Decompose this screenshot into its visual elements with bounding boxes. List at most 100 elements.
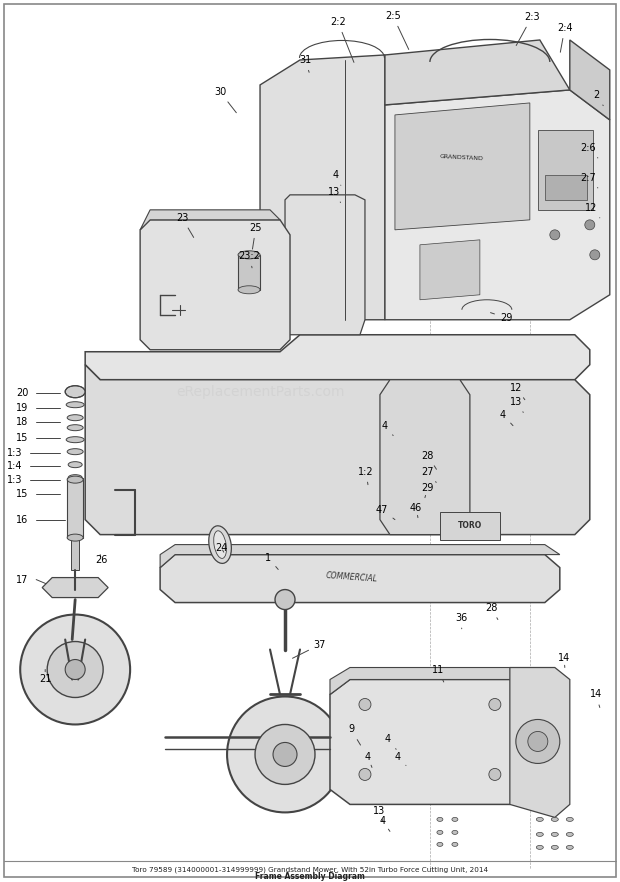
Polygon shape (330, 668, 530, 694)
Text: 1:4: 1:4 (7, 460, 22, 471)
Circle shape (255, 724, 315, 784)
Polygon shape (140, 220, 290, 350)
Text: 25: 25 (249, 223, 262, 249)
Ellipse shape (536, 818, 543, 821)
Text: 2:3: 2:3 (516, 12, 539, 46)
Text: 2:6: 2:6 (580, 143, 598, 158)
Text: 27: 27 (422, 467, 436, 482)
Polygon shape (140, 210, 280, 230)
Bar (67, 478, 83, 538)
Text: 15: 15 (16, 433, 28, 443)
Text: 1: 1 (265, 553, 278, 570)
Ellipse shape (238, 286, 260, 294)
Circle shape (585, 220, 595, 230)
Text: 14: 14 (558, 653, 570, 668)
Polygon shape (420, 240, 480, 300)
Bar (545, 175, 587, 200)
Text: Frame Assembly Diagram: Frame Assembly Diagram (255, 871, 365, 881)
Polygon shape (395, 103, 530, 230)
Ellipse shape (68, 475, 82, 481)
Circle shape (590, 250, 600, 260)
Text: 47: 47 (376, 505, 395, 519)
Circle shape (359, 768, 371, 781)
Text: GRANDSTAND: GRANDSTAND (440, 154, 484, 161)
Text: 23: 23 (176, 213, 193, 237)
Ellipse shape (209, 526, 231, 564)
Text: 46: 46 (410, 503, 422, 518)
Text: 12: 12 (510, 383, 525, 400)
Ellipse shape (551, 833, 559, 836)
Text: COMMERCIAL: COMMERCIAL (326, 572, 378, 584)
Ellipse shape (536, 833, 543, 836)
Text: 1:3: 1:3 (7, 475, 22, 484)
Text: 21: 21 (39, 669, 51, 684)
Text: 11: 11 (432, 664, 444, 682)
Polygon shape (85, 365, 590, 534)
Ellipse shape (536, 845, 543, 849)
Bar (71, 538, 79, 570)
Ellipse shape (566, 833, 574, 836)
Text: 37: 37 (293, 639, 326, 658)
Polygon shape (42, 578, 108, 598)
Circle shape (550, 230, 560, 240)
Text: 26: 26 (95, 555, 107, 564)
Ellipse shape (452, 818, 458, 821)
Polygon shape (330, 679, 530, 804)
Polygon shape (570, 40, 610, 120)
Ellipse shape (67, 415, 83, 421)
Ellipse shape (551, 818, 559, 821)
Text: 16: 16 (16, 514, 28, 525)
Ellipse shape (437, 830, 443, 834)
Text: 2:7: 2:7 (580, 173, 598, 188)
Text: 1:2: 1:2 (358, 467, 374, 484)
Text: TORO: TORO (458, 521, 482, 530)
Bar (538, 130, 593, 210)
Text: 2: 2 (593, 90, 603, 106)
Bar (238, 255, 260, 290)
Text: 13: 13 (373, 806, 385, 821)
Circle shape (528, 731, 548, 751)
Text: 12: 12 (585, 203, 600, 218)
Text: 14: 14 (590, 690, 602, 707)
Text: 30: 30 (214, 87, 236, 113)
Text: 1:3: 1:3 (7, 448, 22, 458)
Circle shape (516, 720, 560, 764)
Circle shape (20, 615, 130, 724)
Ellipse shape (66, 437, 84, 443)
Polygon shape (85, 335, 590, 380)
Circle shape (275, 589, 295, 609)
Text: 29: 29 (490, 312, 512, 323)
Text: 36: 36 (455, 612, 467, 629)
Circle shape (47, 641, 103, 698)
Ellipse shape (566, 845, 574, 849)
Ellipse shape (67, 534, 83, 541)
Ellipse shape (551, 845, 559, 849)
Circle shape (273, 743, 297, 766)
Text: 23:2: 23:2 (238, 250, 260, 268)
Text: eReplacementParts.com: eReplacementParts.com (176, 385, 344, 399)
Text: 2:2: 2:2 (330, 17, 354, 63)
Bar (440, 512, 500, 540)
Polygon shape (285, 195, 365, 335)
Circle shape (359, 699, 371, 711)
Polygon shape (260, 55, 385, 320)
Circle shape (227, 697, 343, 812)
Text: 2:4: 2:4 (557, 23, 573, 52)
Text: 4: 4 (333, 170, 341, 185)
Text: 20: 20 (16, 388, 28, 398)
Polygon shape (385, 40, 570, 105)
Ellipse shape (67, 476, 83, 483)
Text: 24: 24 (215, 542, 228, 553)
Circle shape (489, 768, 501, 781)
Text: 4: 4 (385, 735, 396, 750)
Text: 31: 31 (299, 55, 311, 72)
Text: 9: 9 (348, 724, 360, 745)
Text: 13: 13 (328, 187, 340, 203)
Ellipse shape (66, 401, 84, 407)
Ellipse shape (238, 250, 260, 258)
Ellipse shape (68, 461, 82, 467)
Text: 13: 13 (510, 397, 523, 413)
Polygon shape (160, 544, 560, 568)
Text: 4: 4 (500, 410, 513, 426)
Text: 4: 4 (395, 752, 406, 766)
